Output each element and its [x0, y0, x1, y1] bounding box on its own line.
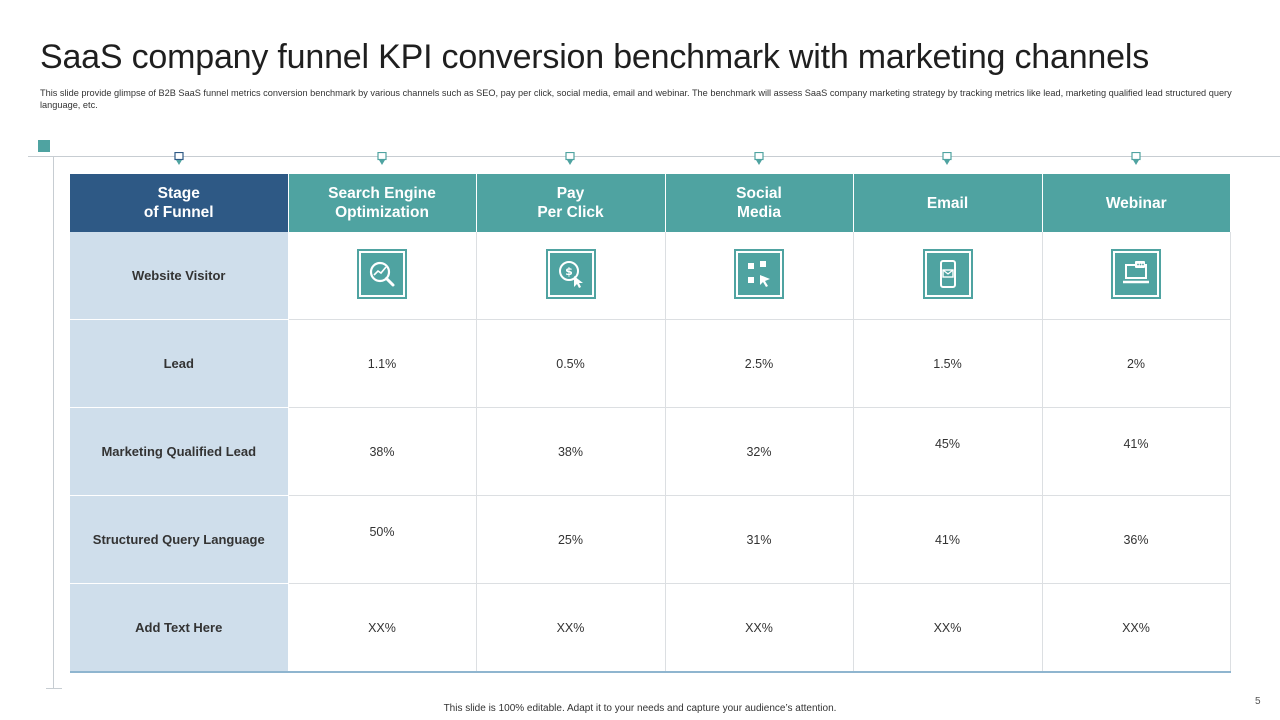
slide-subtitle: This slide provide glimpse of B2B SaaS f…	[40, 88, 1232, 110]
table-header-row: Stage of Funnel Search Engine Optimizati…	[70, 174, 1230, 232]
value-cell: 1.1%	[288, 319, 477, 408]
stage-label: Website Visitor	[70, 232, 289, 320]
email-icon	[922, 249, 973, 299]
column-marker-icon	[942, 152, 952, 165]
table-row: Website Visitor $	[70, 232, 1231, 320]
value-cell: XX%	[288, 583, 477, 673]
stage-label: Structured Query Language	[70, 495, 289, 584]
column-marker-icon	[1131, 152, 1141, 165]
accent-square	[38, 140, 50, 152]
column-marker-icon	[377, 152, 387, 165]
value-cell: 36%	[1042, 495, 1231, 584]
icon-cell	[288, 232, 477, 320]
value-cell: 50%	[288, 495, 477, 584]
column-marker-icon	[174, 152, 184, 165]
value-text: 41%	[1123, 436, 1149, 451]
table-row: Marketing Qualified Lead 38% 38% 32% 45%…	[70, 407, 1231, 496]
header-pay-per-click: Pay Per Click	[476, 174, 666, 232]
value-cell: XX%	[476, 583, 666, 673]
divider-tick	[46, 688, 62, 689]
value-cell: XX%	[665, 583, 854, 673]
social-media-icon	[734, 249, 784, 299]
table-row: Structured Query Language 50% 25% 31% 41…	[70, 495, 1231, 584]
column-marker-icon	[754, 152, 764, 165]
table-row: Lead 1.1% 0.5% 2.5% 1.5% 2%	[70, 319, 1231, 408]
value-cell: 2.5%	[665, 319, 854, 408]
stage-label: Lead	[70, 319, 289, 408]
page-number: 5	[1255, 696, 1261, 707]
stage-label: Add Text Here	[70, 583, 289, 673]
value-cell: XX%	[1042, 583, 1231, 673]
header-social-media: Social Media	[665, 174, 854, 232]
pay-per-click-icon: $	[545, 249, 596, 299]
value-cell: 25%	[476, 495, 666, 584]
value-cell: 2%	[1042, 319, 1231, 408]
seo-analytics-icon	[357, 249, 407, 299]
stage-label: Marketing Qualified Lead	[70, 407, 289, 496]
svg-text:$: $	[565, 265, 573, 278]
value-cell: 38%	[288, 407, 477, 496]
header-stage-of-funnel: Stage of Funnel	[70, 174, 289, 232]
value-text: 50%	[369, 524, 395, 539]
value-cell: XX%	[853, 583, 1043, 673]
value-cell: 41%	[1042, 407, 1231, 496]
slide-title: SaaS company funnel KPI conversion bench…	[40, 38, 1149, 76]
icon-cell: $	[476, 232, 666, 320]
slide-footer: This slide is 100% editable. Adapt it to…	[443, 703, 837, 714]
value-cell: 1.5%	[853, 319, 1043, 408]
divider-vertical	[53, 156, 54, 689]
benchmark-table: Stage of Funnel Search Engine Optimizati…	[70, 174, 1231, 673]
value-cell: 45%	[853, 407, 1043, 496]
icon-cell	[853, 232, 1043, 320]
column-marker-icon	[565, 152, 575, 165]
value-cell: 0.5%	[476, 319, 666, 408]
divider-horizontal	[28, 156, 1280, 157]
value-text: 45%	[934, 436, 961, 451]
header-email: Email	[853, 174, 1043, 232]
header-seo: Search Engine Optimization	[288, 174, 477, 232]
value-cell: 31%	[665, 495, 854, 584]
icon-cell	[1042, 232, 1231, 320]
value-cell: 41%	[853, 495, 1043, 584]
value-cell: 38%	[476, 407, 666, 496]
value-cell: 32%	[665, 407, 854, 496]
table-row: Add Text Here XX% XX% XX% XX% XX%	[70, 583, 1231, 673]
icon-cell	[665, 232, 854, 320]
webinar-icon	[1111, 249, 1161, 299]
header-webinar: Webinar	[1042, 174, 1230, 232]
